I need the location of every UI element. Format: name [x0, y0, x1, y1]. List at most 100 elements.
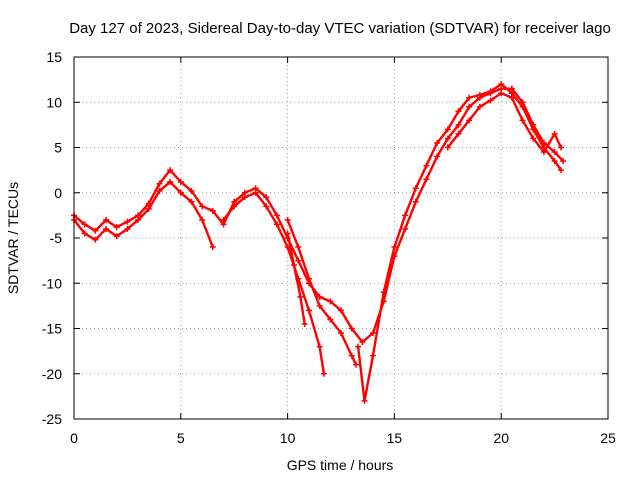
data-point: [370, 330, 377, 337]
data-point: [455, 121, 462, 128]
data-point: [103, 216, 110, 223]
data-point: [466, 117, 473, 124]
chart-title: Day 127 of 2023, Sidereal Day-to-day VTE…: [69, 20, 611, 37]
y-tick-label: -15: [42, 321, 62, 337]
data-point: [103, 225, 110, 232]
data-point: [551, 149, 558, 156]
data-point: [297, 293, 304, 300]
data-point: [284, 216, 291, 223]
data-point: [92, 236, 99, 243]
data-point: [81, 221, 88, 228]
data-point: [455, 108, 462, 115]
data-point: [320, 370, 327, 377]
y-tick-label: -20: [42, 366, 62, 382]
data-point: [434, 153, 441, 160]
data-point: [402, 212, 409, 219]
data-point: [156, 180, 163, 187]
data-point: [560, 158, 567, 165]
data-point: [338, 330, 344, 337]
data-point: [291, 262, 298, 269]
data-point: [508, 94, 515, 101]
x-tick-label: 10: [280, 430, 296, 446]
x-tick-label: 5: [177, 430, 185, 446]
data-point: [498, 81, 505, 88]
data-point: [466, 94, 473, 101]
data-point: [263, 203, 270, 210]
data-point: [476, 92, 483, 99]
data-point: [423, 176, 430, 183]
data-point: [284, 230, 291, 237]
data-point: [338, 307, 344, 314]
data-point: [558, 144, 565, 151]
data-point: [177, 189, 184, 196]
data-point: [359, 339, 366, 346]
data-point: [487, 97, 494, 104]
data-point: [434, 139, 441, 146]
data-point: [466, 103, 473, 110]
data-point: [352, 361, 359, 368]
data-point: [199, 203, 206, 210]
data-point: [348, 352, 355, 359]
data-point: [305, 275, 312, 282]
data-point: [530, 135, 537, 142]
y-tick-label: -10: [42, 275, 62, 291]
data-point: [519, 103, 526, 110]
data-point: [540, 149, 547, 156]
data-point: [220, 216, 227, 223]
y-tick-label: 15: [46, 49, 62, 65]
data-point: [156, 187, 163, 194]
x-tick-label: 20: [493, 430, 509, 446]
x-tick-label: 0: [70, 430, 78, 446]
data-point: [113, 233, 120, 240]
data-point: [444, 144, 451, 151]
y-tick-label: -25: [42, 411, 62, 427]
y-tick-label: 10: [46, 94, 62, 110]
x-tick-label: 15: [387, 430, 403, 446]
data-point: [316, 293, 323, 300]
data-point: [273, 212, 280, 219]
data-point: [530, 126, 537, 133]
data-point: [402, 225, 409, 232]
data-point: [177, 178, 184, 185]
data-point: [519, 117, 526, 124]
data-point: [295, 244, 302, 251]
series-track-4: [286, 218, 358, 366]
data-point: [455, 130, 462, 137]
data-point: [273, 221, 280, 228]
data-point: [487, 88, 494, 95]
data-point: [327, 298, 334, 305]
data-point: [167, 178, 174, 185]
data-point: [444, 135, 451, 142]
data-point: [301, 320, 308, 327]
x-axis-label: GPS time / hours: [287, 457, 394, 473]
data-point: [316, 302, 323, 309]
data-point: [391, 244, 398, 251]
data-point: [188, 187, 195, 194]
x-tick-label: 25: [600, 430, 616, 446]
data-point: [551, 130, 558, 137]
data-point: [498, 90, 505, 97]
data-point: [412, 185, 419, 192]
y-tick-label: 0: [54, 185, 62, 201]
data-point: [199, 216, 206, 223]
series-track-7: [446, 92, 563, 154]
data-point: [380, 289, 387, 296]
data-point: [188, 198, 195, 205]
data-point: [92, 227, 99, 234]
data-point: [412, 198, 419, 205]
y-tick-label: -5: [50, 230, 63, 246]
data-point: [558, 167, 565, 174]
data-point: [423, 162, 430, 169]
data-point: [361, 397, 368, 404]
data-point: [316, 343, 323, 350]
data-point: [209, 207, 216, 214]
data-point: [551, 158, 558, 165]
data-point: [124, 218, 131, 225]
data-point: [124, 225, 131, 232]
data-point: [444, 126, 451, 133]
data-point: [355, 343, 362, 350]
data-point: [348, 325, 355, 332]
data-point: [241, 194, 248, 201]
tick-layer: 0 5 10 15 20 25 -25 -20 -15 -10 -5 0 5 10 15: [42, 49, 616, 446]
